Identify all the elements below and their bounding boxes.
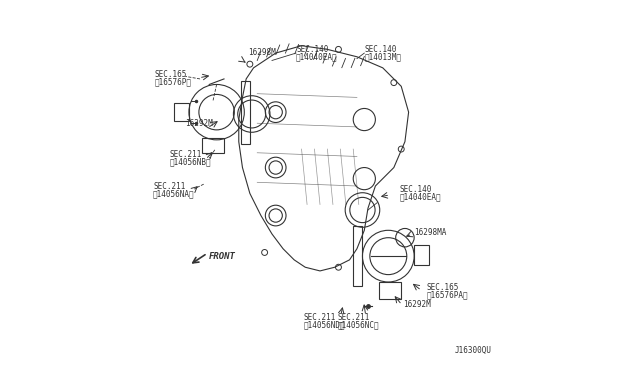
Text: SEC.165: SEC.165	[426, 283, 459, 292]
Text: SEC.165: SEC.165	[155, 70, 187, 79]
Text: ㅈ14040EA〉: ㅈ14040EA〉	[399, 193, 441, 202]
Text: 16298MA: 16298MA	[414, 228, 447, 237]
Text: SEC.211: SEC.211	[153, 182, 186, 191]
Bar	[414, 245, 429, 265]
Text: SEC.211: SEC.211	[303, 312, 336, 321]
Bar	[174, 103, 189, 121]
Bar	[353, 225, 362, 286]
Text: ㅈ14056NB〉: ㅈ14056NB〉	[170, 157, 211, 166]
Text: SEC.211: SEC.211	[170, 150, 202, 159]
Text: SEC.211: SEC.211	[338, 312, 370, 321]
Bar	[202, 138, 224, 153]
Text: SEC.140: SEC.140	[296, 45, 328, 54]
Text: 16292M: 16292M	[185, 119, 212, 128]
Text: 16292M: 16292M	[403, 300, 431, 310]
Text: ㅈ14056NA〉: ㅈ14056NA〉	[153, 190, 195, 199]
Text: ㅈ14056NC〉: ㅈ14056NC〉	[338, 320, 380, 329]
Text: ㅈ14040EA〉: ㅈ14040EA〉	[296, 52, 338, 61]
Text: FRONT: FRONT	[209, 252, 236, 262]
Bar	[241, 81, 250, 144]
Text: ㅈ16576P〉: ㅈ16576P〉	[155, 77, 191, 86]
Bar	[379, 282, 401, 299]
Text: J16300QU: J16300QU	[455, 346, 492, 355]
Text: ㅈ14013M〉: ㅈ14013M〉	[364, 52, 401, 61]
Text: ㅈ14056ND〉: ㅈ14056ND〉	[303, 320, 345, 329]
Text: 16298M: 16298M	[248, 48, 276, 57]
Text: SEC.140: SEC.140	[399, 185, 432, 194]
Text: ㅈ16576PA〉: ㅈ16576PA〉	[426, 291, 468, 299]
Text: SEC.140: SEC.140	[364, 45, 397, 54]
